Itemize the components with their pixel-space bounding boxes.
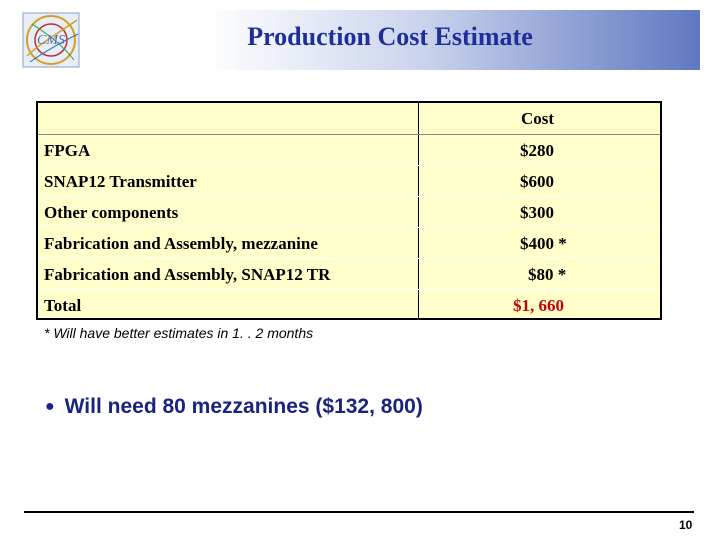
footer-rule [24,511,694,513]
header-divider [38,134,660,135]
page-number: 10 [679,518,693,532]
column-divider [418,103,419,318]
cms-logo: CMS [22,12,80,68]
bullet-text: Will need 80 mezzanines ($132, 800) [64,395,423,418]
row-divider [38,227,660,228]
row-label-other-components: Other components [44,203,179,222]
logo-text: CMS [37,33,65,48]
cost-table: Cost FPGA $280 SNAP12 Transmitter $600 O… [36,101,662,320]
row-label-fpga: FPGA [44,141,91,160]
row-cost-fpga: $280 [520,141,554,160]
row-label-snap12-transmitter: SNAP12 Transmitter [44,172,197,191]
row-cost-fab-mezzanine: $400 * [520,234,567,253]
title-banner [14,10,700,70]
row-divider [38,196,660,197]
row-label-fab-mezzanine: Fabrication and Assembly, mezzanine [44,234,318,253]
row-cost-snap12-transmitter: $600 [520,172,554,191]
row-divider [38,165,660,166]
bullet-dot-icon: ● [45,398,55,415]
footnote: * Will have better estimates in 1. . 2 m… [44,325,314,341]
row-label-fab-snap12-tr: Fabrication and Assembly, SNAP12 TR [44,265,331,284]
row-divider [38,258,660,259]
row-cost-fab-snap12-tr: $80 * [528,265,567,284]
row-cost-other-components: $300 [520,203,554,222]
page-title: Production Cost Estimate [247,22,533,51]
row-divider [38,289,660,290]
bullet-point: ● Will need 80 mezzanines ($132, 800) [45,395,423,419]
row-label-total: Total [44,296,82,315]
row-cost-total: $1, 660 [513,296,564,315]
cost-column-header: Cost [521,109,555,128]
